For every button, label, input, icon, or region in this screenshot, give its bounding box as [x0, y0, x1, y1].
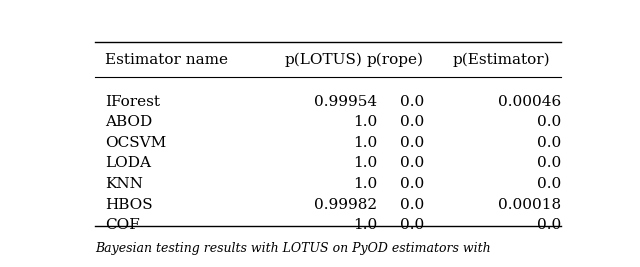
Text: 0.00046: 0.00046 [498, 95, 561, 109]
Text: 1.0: 1.0 [353, 156, 378, 170]
Text: KNN: KNN [105, 177, 143, 191]
Text: 0.0: 0.0 [537, 136, 561, 150]
Text: 0.0: 0.0 [401, 95, 425, 109]
Text: p(rope): p(rope) [367, 53, 424, 67]
Text: 0.99954: 0.99954 [314, 95, 378, 109]
Text: 0.0: 0.0 [401, 156, 425, 170]
Text: IForest: IForest [105, 95, 160, 109]
Text: OCSVM: OCSVM [105, 136, 166, 150]
Text: 1.0: 1.0 [353, 218, 378, 232]
Text: COF: COF [105, 218, 140, 232]
Text: 0.0: 0.0 [537, 156, 561, 170]
Text: 1.0: 1.0 [353, 177, 378, 191]
Text: Bayesian testing results with LOTUS on PyOD estimators with: Bayesian testing results with LOTUS on P… [95, 242, 490, 255]
Text: 0.0: 0.0 [401, 136, 425, 150]
Text: LODA: LODA [105, 156, 151, 170]
Text: 0.0: 0.0 [401, 198, 425, 211]
Text: 0.99982: 0.99982 [314, 198, 378, 211]
Text: 1.0: 1.0 [353, 115, 378, 129]
Text: 0.0: 0.0 [401, 218, 425, 232]
Text: 0.00018: 0.00018 [498, 198, 561, 211]
Text: 0.0: 0.0 [537, 218, 561, 232]
Text: HBOS: HBOS [105, 198, 152, 211]
Text: 1.0: 1.0 [353, 136, 378, 150]
Text: 0.0: 0.0 [401, 115, 425, 129]
Text: 0.0: 0.0 [537, 115, 561, 129]
Text: Estimator name: Estimator name [105, 53, 228, 66]
Text: ABOD: ABOD [105, 115, 152, 129]
Text: p(Estimator): p(Estimator) [452, 53, 550, 67]
Text: 0.0: 0.0 [537, 177, 561, 191]
Text: p(LOTUS): p(LOTUS) [284, 53, 362, 67]
Text: 0.0: 0.0 [401, 177, 425, 191]
